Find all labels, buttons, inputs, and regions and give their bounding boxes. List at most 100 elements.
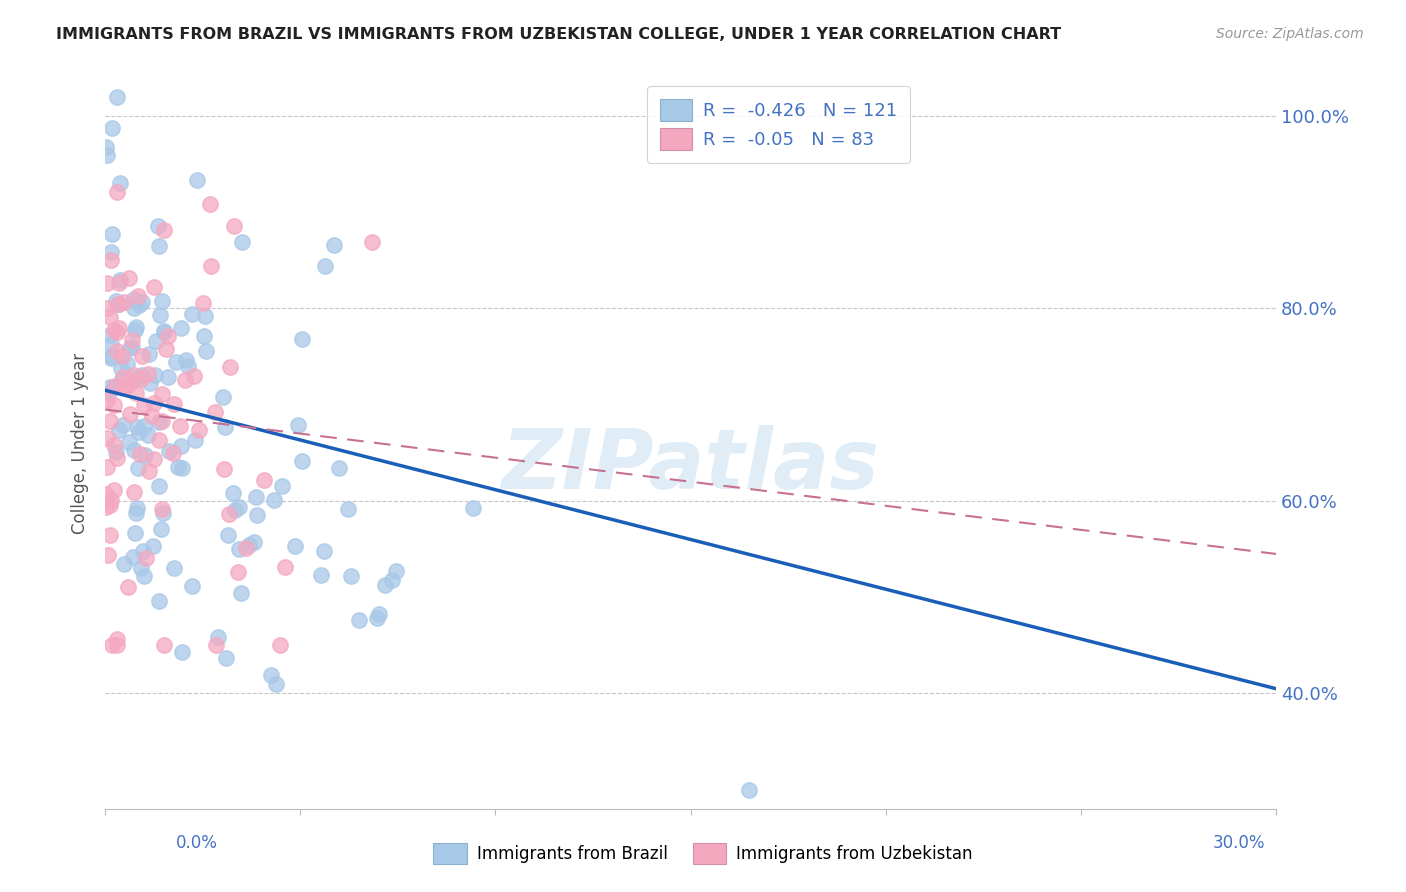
Point <box>284 539 307 553</box>
Point <box>150 294 173 309</box>
Point <box>117 377 139 392</box>
Point <box>212 462 235 476</box>
Point <box>170 321 193 335</box>
Point <box>368 607 391 622</box>
Point <box>141 409 163 423</box>
Point <box>271 479 294 493</box>
Point <box>122 550 145 565</box>
Point <box>184 433 207 447</box>
Point <box>100 244 122 259</box>
Point <box>238 538 260 552</box>
Point <box>110 361 132 376</box>
Point <box>205 639 228 653</box>
Point <box>314 260 336 274</box>
Point <box>98 414 121 428</box>
Point <box>124 526 146 541</box>
Point <box>323 238 346 252</box>
Point <box>328 460 350 475</box>
Point <box>229 586 252 600</box>
Point <box>108 176 131 190</box>
Point <box>129 447 152 461</box>
Point <box>127 289 149 303</box>
Text: 0.0%: 0.0% <box>176 834 218 852</box>
Point <box>142 539 165 553</box>
Point <box>131 349 153 363</box>
Point <box>118 408 141 422</box>
Point <box>100 349 122 363</box>
Point <box>100 351 122 365</box>
Point <box>122 368 145 383</box>
Point <box>349 613 371 627</box>
Point <box>98 498 121 512</box>
Point <box>97 385 120 400</box>
Point <box>96 431 118 445</box>
Point <box>193 296 215 310</box>
Point <box>125 319 148 334</box>
Point <box>174 352 197 367</box>
Point <box>186 172 208 186</box>
Point <box>366 610 388 624</box>
Point <box>124 301 146 315</box>
Point <box>177 359 200 374</box>
Point <box>125 371 148 385</box>
Point <box>145 334 167 349</box>
Point <box>181 307 204 321</box>
Point <box>228 500 250 515</box>
Point <box>142 279 165 293</box>
Point <box>219 359 242 374</box>
Point <box>148 594 170 608</box>
Point <box>152 506 174 520</box>
Point <box>142 451 165 466</box>
Point <box>374 578 396 592</box>
Point <box>111 371 134 385</box>
Point <box>96 148 118 162</box>
Point <box>131 368 153 382</box>
Text: ZIPatlas: ZIPatlas <box>502 425 880 506</box>
Point <box>218 507 240 521</box>
Point <box>153 223 176 237</box>
Point <box>291 332 314 346</box>
Point <box>235 541 257 556</box>
Point <box>228 565 250 579</box>
Point <box>105 293 128 308</box>
Point <box>112 417 135 432</box>
Point <box>180 579 202 593</box>
Point <box>117 580 139 594</box>
Point <box>274 560 297 574</box>
Point <box>131 560 153 574</box>
Point <box>204 405 226 419</box>
Point <box>198 197 221 211</box>
Point <box>118 435 141 450</box>
Point <box>98 528 121 542</box>
Point <box>148 239 170 253</box>
Point <box>108 277 131 291</box>
Point <box>103 438 125 452</box>
Point <box>125 507 148 521</box>
Point <box>107 423 129 437</box>
Point <box>149 308 172 322</box>
Point <box>127 460 149 475</box>
Point <box>157 370 180 384</box>
Point <box>108 321 131 335</box>
Point <box>97 548 120 562</box>
Point <box>124 323 146 337</box>
Point <box>148 415 170 429</box>
Point <box>118 270 141 285</box>
Point <box>132 568 155 582</box>
Point <box>361 235 384 249</box>
Point <box>243 535 266 549</box>
Point <box>269 639 291 653</box>
Point <box>100 493 122 508</box>
Point <box>381 573 404 587</box>
Point <box>105 89 128 103</box>
Point <box>167 460 190 475</box>
Text: 30.0%: 30.0% <box>1213 834 1265 852</box>
Point <box>463 500 485 515</box>
Point <box>125 385 148 400</box>
Point <box>149 523 172 537</box>
Point <box>212 390 235 404</box>
Point <box>132 398 155 412</box>
Point <box>105 632 128 646</box>
Point <box>134 449 156 463</box>
Text: IMMIGRANTS FROM BRAZIL VS IMMIGRANTS FROM UZBEKISTAN COLLEGE, UNDER 1 YEAR CORRE: IMMIGRANTS FROM BRAZIL VS IMMIGRANTS FRO… <box>56 27 1062 42</box>
